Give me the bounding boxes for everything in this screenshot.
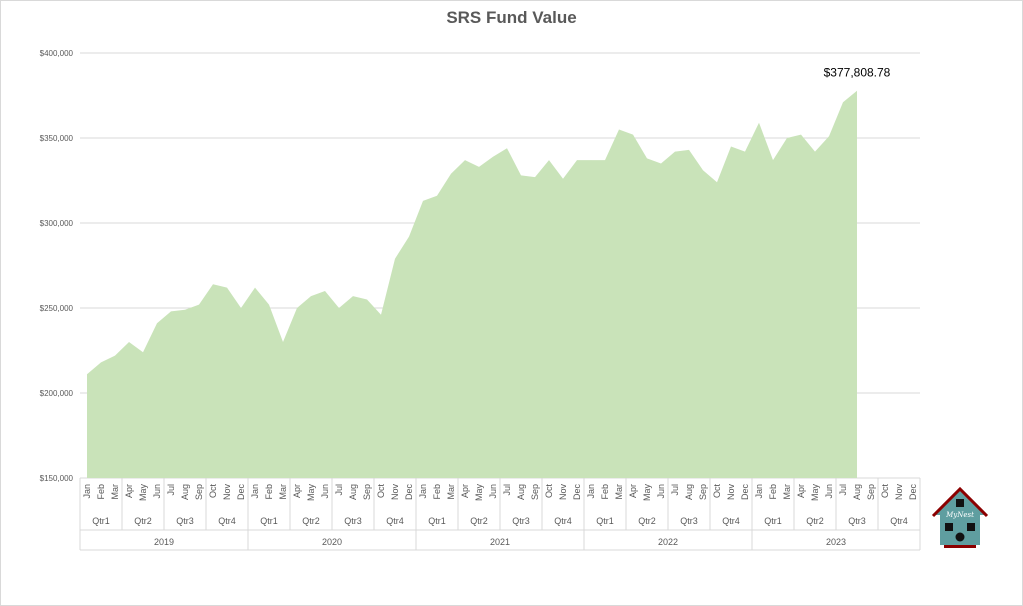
x-month-label: Apr [460, 484, 470, 498]
chart-title: SRS Fund Value [446, 8, 577, 27]
x-year-label: 2022 [658, 537, 678, 547]
x-month-label: Feb [96, 484, 106, 500]
x-quarter-label: Qtr2 [302, 516, 320, 526]
x-month-label: Feb [600, 484, 610, 500]
x-month-label: Apr [124, 484, 134, 498]
x-month-label: Jul [502, 484, 512, 496]
x-month-label: Dec [740, 484, 750, 501]
x-month-label: Oct [544, 484, 554, 499]
x-month-label: Aug [852, 484, 862, 500]
x-month-label: Jan [754, 484, 764, 499]
x-month-label: May [810, 484, 820, 502]
x-month-label: Jul [838, 484, 848, 496]
x-month-label: Feb [264, 484, 274, 500]
x-month-label: Jan [586, 484, 596, 499]
x-month-label: Jul [334, 484, 344, 496]
x-month-label: Sep [866, 484, 876, 500]
x-quarter-label: Qtr3 [680, 516, 698, 526]
x-month-label: Jun [824, 484, 834, 499]
y-tick-label: $150,000 [40, 474, 74, 483]
data-label: $377,808.78 [824, 66, 891, 80]
x-month-label: May [306, 484, 316, 502]
x-quarter-label: Qtr1 [92, 516, 110, 526]
y-tick-label: $200,000 [40, 389, 74, 398]
x-month-label: Jun [488, 484, 498, 499]
x-month-label: May [474, 484, 484, 502]
x-month-label: Jun [152, 484, 162, 499]
logo-text: MyNest [945, 511, 974, 519]
x-month-label: Aug [348, 484, 358, 500]
x-month-label: Jun [656, 484, 666, 499]
x-quarter-label: Qtr1 [764, 516, 782, 526]
x-month-label: Sep [362, 484, 372, 500]
x-month-label: Jul [166, 484, 176, 496]
x-month-label: Mar [614, 484, 624, 500]
y-tick-label: $350,000 [40, 134, 74, 143]
x-quarter-label: Qtr3 [512, 516, 530, 526]
x-month-label: Feb [768, 484, 778, 500]
x-quarter-label: Qtr4 [890, 516, 908, 526]
x-quarter-label: Qtr2 [470, 516, 488, 526]
x-year-label: 2019 [154, 537, 174, 547]
y-tick-label: $250,000 [40, 304, 74, 313]
y-tick-label: $300,000 [40, 219, 74, 228]
area-series [87, 90, 857, 479]
x-month-label: Nov [558, 484, 568, 501]
x-quarter-label: Qtr3 [344, 516, 362, 526]
x-year-label: 2020 [322, 537, 342, 547]
x-year-label: 2023 [826, 537, 846, 547]
y-tick-label: $400,000 [40, 49, 74, 58]
x-quarter-label: Qtr2 [134, 516, 152, 526]
x-month-label: Oct [208, 484, 218, 499]
x-quarter-label: Qtr2 [806, 516, 824, 526]
x-month-label: Dec [236, 484, 246, 501]
x-month-label: Jan [250, 484, 260, 499]
x-month-label: Aug [180, 484, 190, 500]
x-month-label: Feb [432, 484, 442, 500]
x-month-label: Aug [516, 484, 526, 500]
x-quarter-label: Qtr4 [722, 516, 740, 526]
x-quarter-label: Qtr4 [386, 516, 404, 526]
x-month-label: Nov [894, 484, 904, 501]
x-month-label: Nov [222, 484, 232, 501]
x-quarter-label: Qtr2 [638, 516, 656, 526]
x-quarter-label: Qtr1 [428, 516, 446, 526]
x-quarter-label: Qtr3 [176, 516, 194, 526]
x-month-label: Oct [712, 484, 722, 499]
x-month-label: Mar [278, 484, 288, 500]
x-month-label: Dec [404, 484, 414, 501]
x-month-label: Sep [698, 484, 708, 500]
x-month-label: Apr [628, 484, 638, 498]
x-month-label: May [138, 484, 148, 502]
x-month-label: Mar [446, 484, 456, 500]
x-month-label: Sep [530, 484, 540, 500]
x-quarter-label: Qtr1 [596, 516, 614, 526]
x-quarter-label: Qtr1 [260, 516, 278, 526]
x-month-label: Oct [880, 484, 890, 499]
x-month-label: Jul [670, 484, 680, 496]
x-month-label: Nov [390, 484, 400, 501]
x-month-label: Dec [572, 484, 582, 501]
x-month-label: Mar [782, 484, 792, 500]
x-month-label: Aug [684, 484, 694, 500]
x-month-label: May [642, 484, 652, 502]
x-month-label: Apr [796, 484, 806, 498]
mynest-logo-icon: MyNest [931, 486, 989, 548]
x-month-label: Apr [292, 484, 302, 498]
x-month-label: Jan [82, 484, 92, 499]
x-quarter-label: Qtr4 [554, 516, 572, 526]
x-month-label: Mar [110, 484, 120, 500]
x-month-label: Nov [726, 484, 736, 501]
x-month-label: Jun [320, 484, 330, 499]
x-month-label: Jan [418, 484, 428, 499]
x-year-label: 2021 [490, 537, 510, 547]
x-month-label: Sep [194, 484, 204, 500]
x-month-label: Oct [376, 484, 386, 499]
x-quarter-label: Qtr3 [848, 516, 866, 526]
x-month-label: Dec [908, 484, 918, 501]
x-quarter-label: Qtr4 [218, 516, 236, 526]
